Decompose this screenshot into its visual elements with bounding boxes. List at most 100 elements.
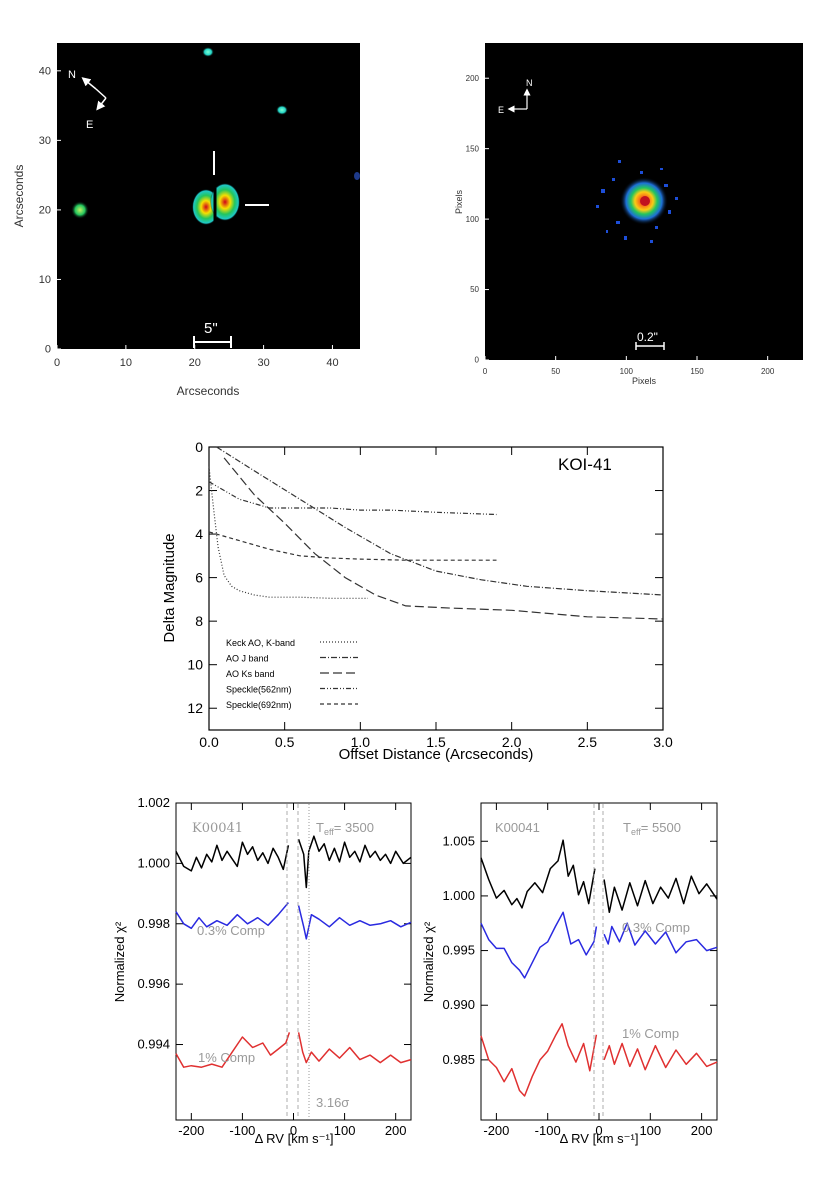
series-line — [208, 466, 368, 599]
legend-label: AO J band — [226, 654, 269, 664]
x-tick-label: 0.0 — [199, 734, 219, 750]
y-tick-label: 0 — [475, 356, 480, 365]
star-source — [71, 201, 89, 219]
y-axis-label: Normalized χ² — [112, 921, 127, 1002]
chi2-chart-right: -200 -100 0 100 200 0.985 0.990 0.995 1.000 1.005… — [421, 802, 718, 1146]
y-tick-label: 1.000 — [442, 888, 475, 903]
y-tick-label: 1.005 — [442, 833, 475, 848]
y-tick-label: 0.985 — [442, 1052, 475, 1067]
star-id-annotation: K00041 — [495, 820, 540, 835]
image-left-ylabel: Arcseconds — [12, 165, 26, 228]
y-tick-label: 8 — [195, 613, 203, 629]
compass: N E — [498, 78, 533, 115]
x-tick-label: 0.5 — [275, 734, 295, 750]
chi2-right-series — [480, 839, 718, 1097]
x-tick-label: 200 — [691, 1123, 713, 1138]
series-line — [603, 1042, 718, 1071]
image-panel-left: N E 5" 0 10 20 30 40 0 10 20 30 40 Arcseconds Arc… — [12, 43, 360, 398]
compass-e-label: E — [498, 105, 504, 115]
y-tick-label: 0.990 — [442, 997, 475, 1012]
x-tick-label: 2.0 — [502, 734, 522, 750]
y-tick-label: 0 — [45, 344, 51, 356]
x-tick-label: 100 — [639, 1123, 661, 1138]
y-tick-label: 2 — [195, 483, 203, 499]
x-tick-label: 100 — [334, 1123, 356, 1138]
image-right-xlabel: Pixels — [632, 376, 657, 386]
scale-bar-label: 0.2" — [637, 330, 658, 344]
target-star-core — [640, 196, 650, 206]
y-tick-label: 1.002 — [137, 795, 170, 810]
chi2-left-axes: -200 -100 0 100 200 0.994 0.996 0.998 1.000 1.002 — [137, 795, 411, 1138]
image-left-axes: 0 10 20 30 40 0 10 20 30 40 — [39, 65, 339, 369]
y-tick-label: 50 — [470, 285, 479, 294]
speckle-halo — [596, 160, 678, 243]
star-source — [276, 105, 288, 115]
companion-annotation: 0.3% Comp — [622, 920, 690, 935]
scale-bar-label: 5" — [204, 320, 218, 337]
series-line — [603, 922, 718, 954]
y-tick-label: 10 — [187, 657, 203, 673]
series-line — [175, 841, 290, 872]
series-line — [480, 1023, 598, 1097]
teff-annotation: Teff= 5500 — [623, 820, 681, 837]
x-axis-label: Δ RV [km s⁻¹] — [560, 1131, 639, 1146]
y-tick-label: 6 — [195, 570, 203, 586]
y-tick-label: 0.996 — [137, 976, 170, 991]
compass-n-label: N — [526, 78, 533, 88]
companion-annotation: 1% Comp — [622, 1026, 679, 1041]
chi2-right-axes: -200 -100 0 100 200 0.985 0.990 0.995 1.000 1.005 — [442, 803, 717, 1138]
x-tick-label: 20 — [189, 357, 201, 369]
x-axis-label: Δ RV [km s⁻¹] — [255, 1131, 334, 1146]
x-tick-label: 40 — [326, 357, 338, 369]
compass-n-label: N — [68, 69, 76, 81]
y-tick-label: 150 — [466, 144, 480, 153]
series-line — [603, 875, 718, 914]
x-tick-label: 30 — [257, 357, 269, 369]
chi2-left-series — [175, 835, 412, 1068]
series-line — [297, 835, 412, 889]
x-tick-label: 0 — [483, 367, 488, 376]
y-tick-label: 4 — [195, 526, 203, 542]
y-tick-label: 200 — [466, 74, 480, 83]
y-tick-label: 12 — [187, 700, 203, 716]
series-line — [175, 1032, 291, 1068]
x-tick-label: 0 — [290, 1123, 297, 1138]
series-line — [175, 902, 289, 930]
x-tick-label: 200 — [385, 1123, 407, 1138]
chart-title: KOI-41 — [558, 455, 612, 474]
chi2-chart-left: -200 -100 0 100 200 0.994 0.996 0.998 1.000 1.002… — [112, 795, 412, 1146]
x-tick-label: 2.5 — [578, 734, 598, 750]
image-right-axes: 0 50 100 150 200 0 50 100 150 200 — [466, 74, 775, 376]
x-tick-label: -100 — [229, 1123, 255, 1138]
series-line — [223, 457, 664, 620]
sigma-annotation: 3.16σ — [316, 1095, 349, 1110]
companion-annotation: 1% Comp — [198, 1050, 255, 1065]
y-tick-label: 0.998 — [137, 916, 170, 931]
x-tick-label: 50 — [551, 367, 560, 376]
x-tick-label: 150 — [690, 367, 704, 376]
teff-annotation: Teff= 3500 — [316, 820, 374, 837]
series-line — [480, 839, 596, 909]
y-tick-label: 40 — [39, 65, 51, 77]
x-tick-label: 100 — [620, 367, 634, 376]
x-tick-label: 0 — [54, 357, 60, 369]
series-line — [216, 446, 664, 596]
y-tick-label: 100 — [466, 215, 480, 224]
legend: Keck AO, K-band AO J band AO Ks band Speckl… — [226, 638, 358, 710]
x-tick-label: -100 — [535, 1123, 561, 1138]
y-tick-label: 1.000 — [137, 855, 170, 870]
contrast-axes: 0.0 0.5 1.0 1.5 2.0 2.5 3.0 0 2 4 6 8 10 12 — [187, 439, 673, 750]
y-tick-label: 0.994 — [137, 1037, 170, 1052]
star-source — [202, 47, 214, 57]
x-tick-label: 1.0 — [351, 734, 371, 750]
series-line — [208, 481, 497, 516]
y-tick-label: 0.995 — [442, 943, 475, 958]
x-tick-label: 0 — [595, 1123, 602, 1138]
x-tick-label: -200 — [178, 1123, 204, 1138]
x-tick-label: 10 — [120, 357, 132, 369]
scale-bar: 0.2" — [635, 330, 665, 350]
image-panel-right: N E 0.2" 0 50 100 150 200 0 50 100 150 200 Pixels… — [454, 43, 803, 386]
compass: N E — [68, 69, 107, 131]
x-tick-label: -200 — [483, 1123, 509, 1138]
